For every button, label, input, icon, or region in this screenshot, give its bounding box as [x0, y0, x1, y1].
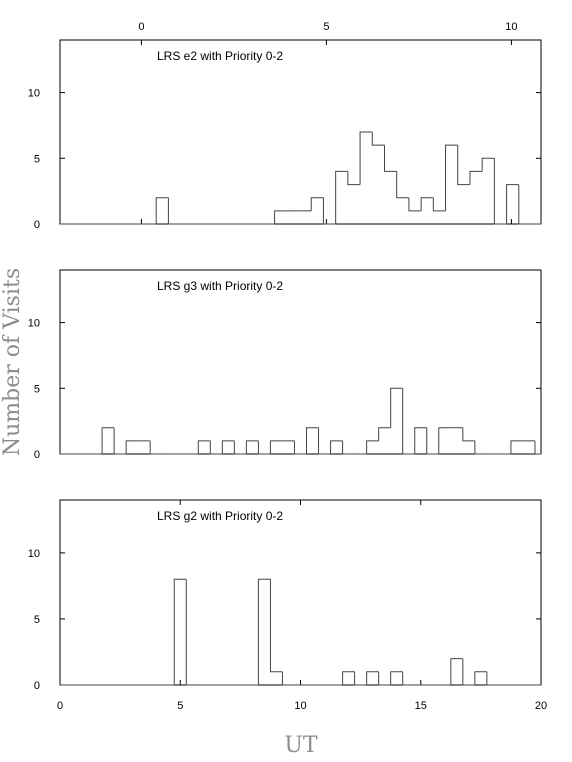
histogram-bin [257, 578, 271, 685]
histogram-bin [462, 658, 475, 686]
histogram-bin [101, 427, 115, 454]
histogram-bin [173, 578, 187, 685]
panel-2: 0 5 10 LRS g3 with Priority 0-2 [28, 269, 542, 461]
histogram-bin [209, 440, 223, 455]
panel-frame [59, 499, 542, 686]
x-axis-title: UT [284, 733, 318, 758]
histogram-bin [469, 170, 483, 185]
x-tick-label: 20 [535, 700, 547, 712]
panel-title: LRS g2 with Priority 0-2 [157, 509, 283, 523]
histogram-bin [457, 145, 470, 186]
histogram-bin [342, 440, 355, 455]
histogram-bin [510, 440, 523, 454]
x-tick-label: 10 [294, 700, 306, 712]
histogram-bin [450, 658, 463, 685]
histogram-bin [390, 671, 403, 685]
histogram-bin [445, 144, 458, 211]
histogram-bin [474, 671, 487, 685]
x-tick-label: 5 [177, 700, 183, 712]
panel-title: LRS e2 with Priority 0-2 [157, 49, 283, 63]
histogram-bin [420, 197, 434, 211]
y-tick-label: 5 [34, 614, 40, 626]
histogram-bin [486, 671, 499, 686]
x-tick-label: 10 [505, 21, 517, 33]
y-tick-label: 0 [34, 449, 40, 461]
panel-frame [59, 269, 542, 455]
histogram-bin [366, 671, 379, 685]
histogram-bin [310, 197, 324, 211]
y-tick-label: 5 [34, 153, 40, 165]
histogram-bin [269, 579, 283, 673]
histogram-bin [221, 440, 235, 454]
histogram-bin [402, 388, 415, 455]
panel-frame [59, 39, 542, 225]
panel-3: 0 5 10 0 5 10 15 20 LRS g2 with Priority 0-2 [28, 499, 547, 712]
y-axis-title: Number of Visits [0, 268, 25, 456]
histogram-bin [197, 440, 211, 454]
histogram-bin [233, 440, 247, 455]
histogram-bin [426, 427, 439, 455]
histogram-bin [396, 171, 409, 199]
histogram-bin [113, 427, 127, 455]
histogram-bin [414, 427, 427, 454]
histogram-bin [306, 427, 319, 454]
histogram-bin [149, 440, 163, 455]
histogram-bin [493, 158, 507, 225]
histogram-bin [354, 671, 367, 686]
histogram-bin [125, 440, 139, 454]
histogram-bin [167, 197, 181, 225]
histogram-bin [383, 145, 397, 172]
histogram-bin [462, 427, 475, 442]
x-tick-label: 15 [415, 700, 427, 712]
histogram-bin [342, 671, 355, 685]
histogram-bin [390, 387, 403, 428]
histogram-bin [347, 171, 361, 186]
y-tick-label: 5 [34, 383, 40, 395]
histogram-bin [293, 440, 307, 455]
histogram-bin [474, 440, 487, 455]
histogram-bin [274, 210, 287, 224]
panel-1: 0 5 10 0 5 10 LRS e2 with Priority 0-2 [28, 21, 542, 231]
histogram-bin [378, 427, 391, 441]
x-tick-label: 5 [323, 21, 329, 33]
histogram-bin [185, 579, 199, 686]
histogram-bin [366, 440, 379, 454]
histogram-bin [359, 131, 373, 185]
histogram-bin [481, 157, 495, 172]
x-tick-label: 0 [138, 21, 144, 33]
histogram-bin [318, 427, 331, 455]
x-tick-label: 0 [57, 700, 63, 712]
histogram-bin [322, 197, 336, 225]
histogram-bin [371, 132, 385, 146]
histogram-bin [432, 197, 446, 212]
histogram-bin [402, 671, 415, 686]
histogram-bin [245, 440, 259, 454]
histogram-bin [378, 671, 391, 686]
y-tick-label: 10 [28, 548, 40, 560]
histogram-bin [330, 440, 343, 454]
y-tick-label: 10 [28, 318, 40, 330]
panel-title: LRS g3 with Priority 0-2 [157, 279, 283, 293]
histogram-bin [518, 184, 532, 225]
histogram-bin [506, 184, 519, 224]
y-tick-label: 0 [34, 219, 40, 231]
histogram-bin [257, 440, 271, 455]
histogram-bin [281, 671, 295, 686]
histogram-bin [438, 427, 451, 454]
y-tick-label: 10 [28, 88, 40, 100]
y-tick-label: 0 [34, 680, 40, 692]
histogram-bin [269, 440, 283, 454]
histogram-bin [155, 197, 169, 224]
histogram-bin [408, 197, 422, 212]
histogram-bin [335, 170, 348, 224]
